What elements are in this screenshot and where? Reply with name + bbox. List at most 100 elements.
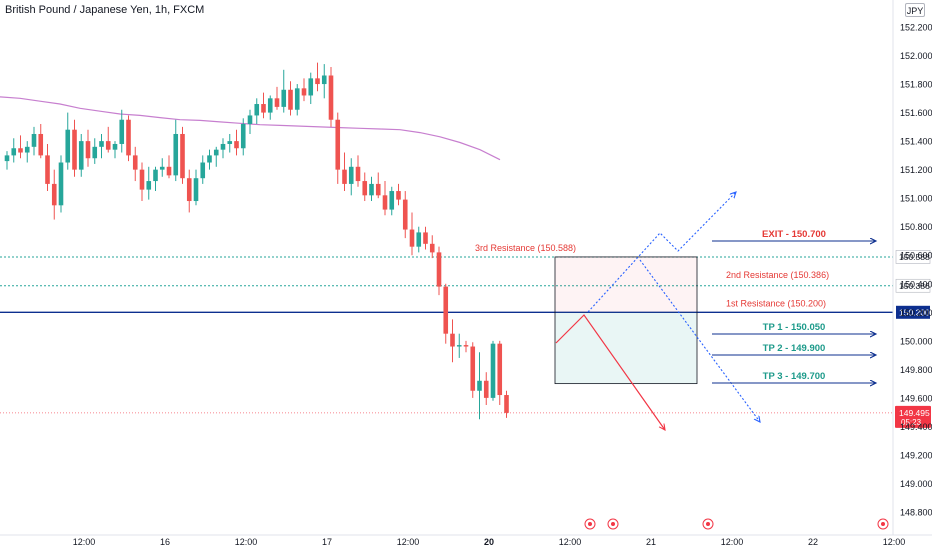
resistance-zone bbox=[555, 256, 697, 313]
candle-up bbox=[294, 88, 300, 110]
price-tick-label: 149.000 bbox=[900, 479, 932, 489]
candle-down bbox=[38, 133, 44, 156]
candle-down bbox=[261, 104, 266, 113]
current-price-badge bbox=[895, 405, 931, 428]
price-tick-label: 149.600 bbox=[900, 393, 932, 403]
resistance-2-label: 2nd Resistance (150.386) bbox=[726, 270, 829, 280]
candle-up bbox=[227, 141, 233, 144]
currency-button[interactable]: JPY bbox=[905, 3, 925, 17]
candle-up bbox=[477, 380, 482, 391]
candle-up bbox=[200, 162, 206, 179]
candle-up bbox=[119, 119, 125, 144]
price-level-badge bbox=[895, 250, 931, 264]
time-tick-label: 12:00 bbox=[721, 537, 744, 547]
price-tick-label: 151.600 bbox=[900, 108, 932, 118]
price-level-badge-label: 150.588 bbox=[899, 252, 930, 262]
price-tick-label: 150.800 bbox=[900, 222, 932, 232]
candle-up bbox=[193, 178, 199, 202]
target-label: EXIT - 150.700 bbox=[762, 229, 826, 240]
countdown-label: 05:23 bbox=[901, 418, 922, 427]
drop-path-arrow bbox=[639, 259, 760, 422]
candle-down bbox=[429, 243, 435, 253]
candle-down bbox=[18, 148, 23, 153]
candle-down bbox=[72, 129, 77, 170]
candle-up bbox=[281, 89, 287, 107]
price-tick-label: 150.200 bbox=[900, 308, 932, 318]
time-tick-label: 17 bbox=[322, 537, 332, 547]
candle-down bbox=[409, 229, 415, 247]
candle-up bbox=[4, 155, 10, 162]
price-tick-label: 151.000 bbox=[900, 194, 932, 204]
time-tick-label: 12:00 bbox=[883, 537, 906, 547]
target-zone bbox=[555, 312, 697, 384]
candle-up bbox=[369, 183, 374, 196]
candle-up bbox=[24, 146, 30, 153]
time-tick-label: 21 bbox=[646, 537, 656, 547]
economic-event-icon-dot bbox=[588, 522, 592, 526]
candle-up bbox=[416, 232, 422, 247]
resistance-3-label: 3rd Resistance (150.588) bbox=[475, 243, 576, 253]
time-tick-label: 20 bbox=[484, 537, 494, 547]
candle-down bbox=[186, 178, 192, 202]
candle-up bbox=[348, 166, 354, 184]
candle-up bbox=[92, 146, 98, 159]
candle-up bbox=[308, 78, 314, 96]
candle-down bbox=[463, 345, 469, 347]
candle-down bbox=[443, 286, 449, 334]
candle-up bbox=[146, 181, 152, 190]
candle-up bbox=[247, 115, 253, 124]
candle-up bbox=[321, 75, 327, 85]
candle-up bbox=[267, 98, 273, 113]
current-price-label: 149.495 bbox=[899, 408, 930, 418]
time-tick-label: 12:00 bbox=[235, 537, 258, 547]
price-level-badge-label: 150.386 bbox=[899, 281, 930, 291]
candle-down bbox=[335, 119, 341, 170]
candle-down bbox=[274, 98, 280, 107]
candle-up bbox=[153, 169, 158, 182]
candle-up bbox=[220, 143, 226, 150]
candle-up bbox=[389, 191, 395, 210]
price-tick-label: 151.800 bbox=[900, 80, 932, 90]
time-tick-label: 16 bbox=[160, 537, 170, 547]
candle-up bbox=[99, 141, 104, 147]
resistance-1-label: 1st Resistance (150.200) bbox=[726, 298, 826, 308]
candle-down bbox=[105, 141, 111, 150]
candle-up bbox=[112, 143, 118, 150]
candle-down bbox=[85, 141, 91, 159]
candle-up bbox=[31, 133, 37, 147]
candle-up bbox=[254, 104, 260, 116]
candle-up bbox=[456, 345, 462, 347]
candle-down bbox=[470, 346, 476, 391]
price-tick-label: 149.800 bbox=[900, 365, 932, 375]
candle-down bbox=[51, 183, 57, 206]
time-tick-label: 22 bbox=[808, 537, 818, 547]
price-tick-label: 148.800 bbox=[900, 508, 932, 518]
price-level-badge-label: 150.200 bbox=[899, 308, 930, 318]
candle-down bbox=[497, 343, 503, 396]
time-tick-label: 12:00 bbox=[73, 537, 96, 547]
trade-zone-frame bbox=[554, 256, 698, 385]
candle-down bbox=[328, 75, 334, 120]
target-label: TP 2 - 149.900 bbox=[763, 343, 826, 354]
price-tick-label: 150.600 bbox=[900, 251, 932, 261]
time-tick-label: 12:00 bbox=[559, 537, 582, 547]
price-tick-label: 149.200 bbox=[900, 450, 932, 460]
candle-down bbox=[375, 183, 381, 196]
chart-title: British Pound / Japanese Yen, 1h, FXCM bbox=[5, 4, 205, 16]
price-tick-label: 152.200 bbox=[900, 23, 932, 33]
economic-event-icon-dot bbox=[881, 522, 885, 526]
price-tick-label: 152.000 bbox=[900, 51, 932, 61]
price-tick-label: 151.400 bbox=[900, 137, 932, 147]
candle-down bbox=[132, 155, 138, 170]
candle-up bbox=[11, 148, 17, 156]
time-tick-label: 12:00 bbox=[397, 537, 420, 547]
candle-down bbox=[315, 78, 320, 85]
candle-down bbox=[355, 166, 361, 182]
bearish-path-arrow bbox=[555, 314, 665, 430]
price-tick-label: 149.400 bbox=[900, 422, 932, 432]
candle-down bbox=[139, 169, 145, 190]
candle-down bbox=[450, 333, 455, 347]
bullish-path-arrow bbox=[587, 192, 736, 313]
